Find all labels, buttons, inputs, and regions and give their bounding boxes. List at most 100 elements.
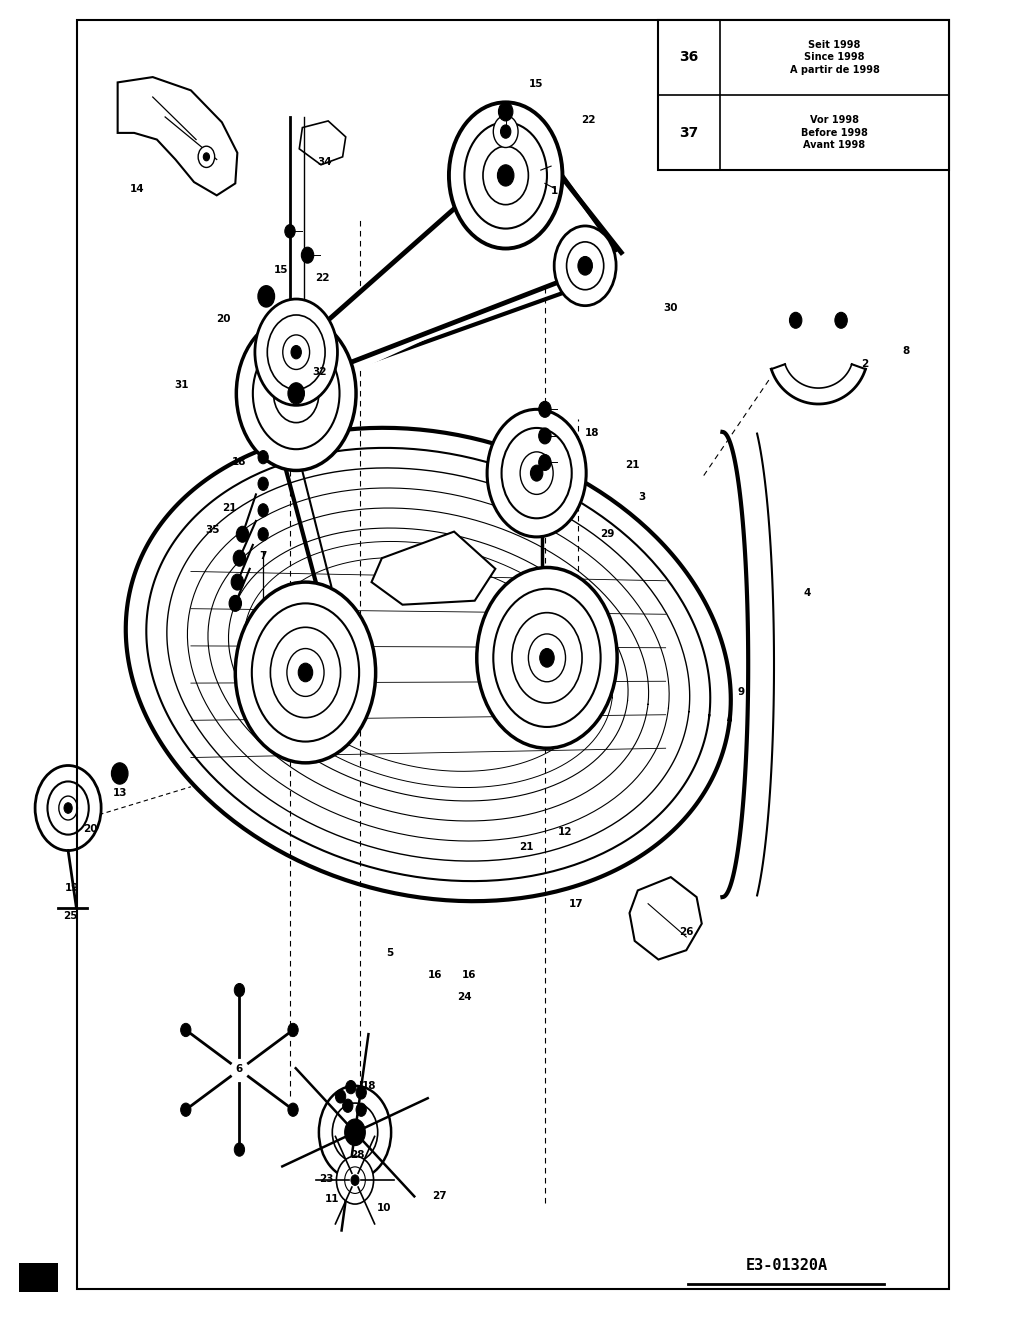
Circle shape bbox=[356, 1103, 366, 1116]
Circle shape bbox=[288, 1023, 298, 1037]
Polygon shape bbox=[630, 877, 702, 960]
Bar bbox=[77, 20, 949, 1289]
Circle shape bbox=[64, 803, 72, 813]
Polygon shape bbox=[372, 532, 495, 605]
Circle shape bbox=[319, 1086, 391, 1179]
Text: 20: 20 bbox=[216, 314, 230, 324]
Text: 2: 2 bbox=[861, 359, 869, 369]
Circle shape bbox=[483, 146, 528, 205]
Circle shape bbox=[497, 165, 514, 186]
Circle shape bbox=[498, 102, 513, 121]
Text: 7: 7 bbox=[259, 550, 267, 561]
Circle shape bbox=[332, 1103, 378, 1162]
Text: 20: 20 bbox=[84, 824, 98, 835]
Circle shape bbox=[273, 364, 319, 423]
Circle shape bbox=[539, 428, 551, 444]
Text: 21: 21 bbox=[519, 841, 534, 852]
Circle shape bbox=[345, 1119, 365, 1146]
Circle shape bbox=[181, 1023, 191, 1037]
Text: 13: 13 bbox=[112, 788, 127, 799]
Text: E3-01320A: E3-01320A bbox=[745, 1257, 828, 1273]
Polygon shape bbox=[299, 121, 346, 165]
Text: 1: 1 bbox=[550, 186, 558, 197]
Text: 32: 32 bbox=[313, 367, 327, 377]
Circle shape bbox=[336, 1156, 374, 1204]
Text: 18: 18 bbox=[362, 1080, 377, 1091]
Text: 16: 16 bbox=[428, 970, 443, 981]
Text: 15: 15 bbox=[273, 264, 288, 275]
Circle shape bbox=[35, 766, 101, 851]
Circle shape bbox=[203, 153, 209, 161]
Circle shape bbox=[288, 383, 304, 404]
Circle shape bbox=[258, 286, 275, 307]
Circle shape bbox=[181, 1103, 191, 1116]
Text: 9: 9 bbox=[738, 687, 744, 698]
Text: 22: 22 bbox=[315, 272, 329, 283]
Circle shape bbox=[520, 452, 553, 494]
Circle shape bbox=[346, 1080, 356, 1094]
Circle shape bbox=[487, 409, 586, 537]
Text: 29: 29 bbox=[600, 529, 614, 540]
Text: 35: 35 bbox=[205, 525, 220, 536]
Circle shape bbox=[335, 1090, 346, 1103]
Circle shape bbox=[567, 242, 604, 290]
Text: 25: 25 bbox=[63, 910, 77, 921]
Text: 10: 10 bbox=[377, 1203, 391, 1213]
Circle shape bbox=[789, 312, 802, 328]
Text: 4: 4 bbox=[803, 587, 811, 598]
Text: 3: 3 bbox=[638, 492, 646, 502]
Text: 31: 31 bbox=[174, 380, 189, 391]
Text: 26: 26 bbox=[679, 926, 694, 937]
Circle shape bbox=[287, 649, 324, 696]
Text: 23: 23 bbox=[319, 1174, 333, 1184]
Text: 36: 36 bbox=[679, 51, 699, 65]
Circle shape bbox=[253, 338, 340, 449]
Text: 27: 27 bbox=[432, 1191, 447, 1201]
Circle shape bbox=[235, 582, 376, 763]
Text: 8: 8 bbox=[902, 346, 910, 356]
Circle shape bbox=[198, 146, 215, 167]
Circle shape bbox=[59, 796, 77, 820]
Circle shape bbox=[252, 603, 359, 742]
Text: 22: 22 bbox=[581, 114, 595, 125]
Text: 18: 18 bbox=[232, 457, 247, 468]
Text: Seit 1998
Since 1998
A partir de 1998: Seit 1998 Since 1998 A partir de 1998 bbox=[789, 40, 879, 76]
Polygon shape bbox=[307, 162, 585, 380]
Circle shape bbox=[231, 574, 244, 590]
Circle shape bbox=[283, 335, 310, 369]
Text: 21: 21 bbox=[625, 460, 640, 470]
Circle shape bbox=[512, 613, 582, 703]
Circle shape bbox=[233, 550, 246, 566]
Circle shape bbox=[236, 526, 249, 542]
Circle shape bbox=[258, 477, 268, 490]
Polygon shape bbox=[118, 77, 237, 195]
Circle shape bbox=[554, 226, 616, 306]
Circle shape bbox=[501, 125, 511, 138]
Circle shape bbox=[502, 428, 572, 518]
Text: 15: 15 bbox=[528, 78, 543, 89]
Text: Vor 1998
Before 1998
Avant 1998: Vor 1998 Before 1998 Avant 1998 bbox=[801, 114, 868, 150]
Circle shape bbox=[288, 1103, 298, 1116]
Circle shape bbox=[229, 595, 241, 611]
Text: 28: 28 bbox=[350, 1150, 364, 1160]
Circle shape bbox=[291, 346, 301, 359]
Circle shape bbox=[234, 983, 245, 997]
Circle shape bbox=[540, 649, 554, 667]
Text: 21: 21 bbox=[222, 502, 236, 513]
Circle shape bbox=[236, 316, 356, 470]
Text: 17: 17 bbox=[569, 898, 583, 909]
Text: 14: 14 bbox=[130, 183, 144, 194]
Circle shape bbox=[539, 455, 551, 470]
Circle shape bbox=[258, 528, 268, 541]
Circle shape bbox=[539, 401, 551, 417]
Circle shape bbox=[298, 663, 313, 682]
Text: 37: 37 bbox=[679, 125, 699, 140]
Circle shape bbox=[258, 451, 268, 464]
Circle shape bbox=[111, 763, 128, 784]
Circle shape bbox=[47, 781, 89, 835]
Circle shape bbox=[345, 1167, 365, 1193]
Circle shape bbox=[356, 1086, 366, 1099]
Text: 34: 34 bbox=[318, 157, 332, 167]
Bar bbox=[658, 20, 949, 170]
Circle shape bbox=[449, 102, 562, 249]
